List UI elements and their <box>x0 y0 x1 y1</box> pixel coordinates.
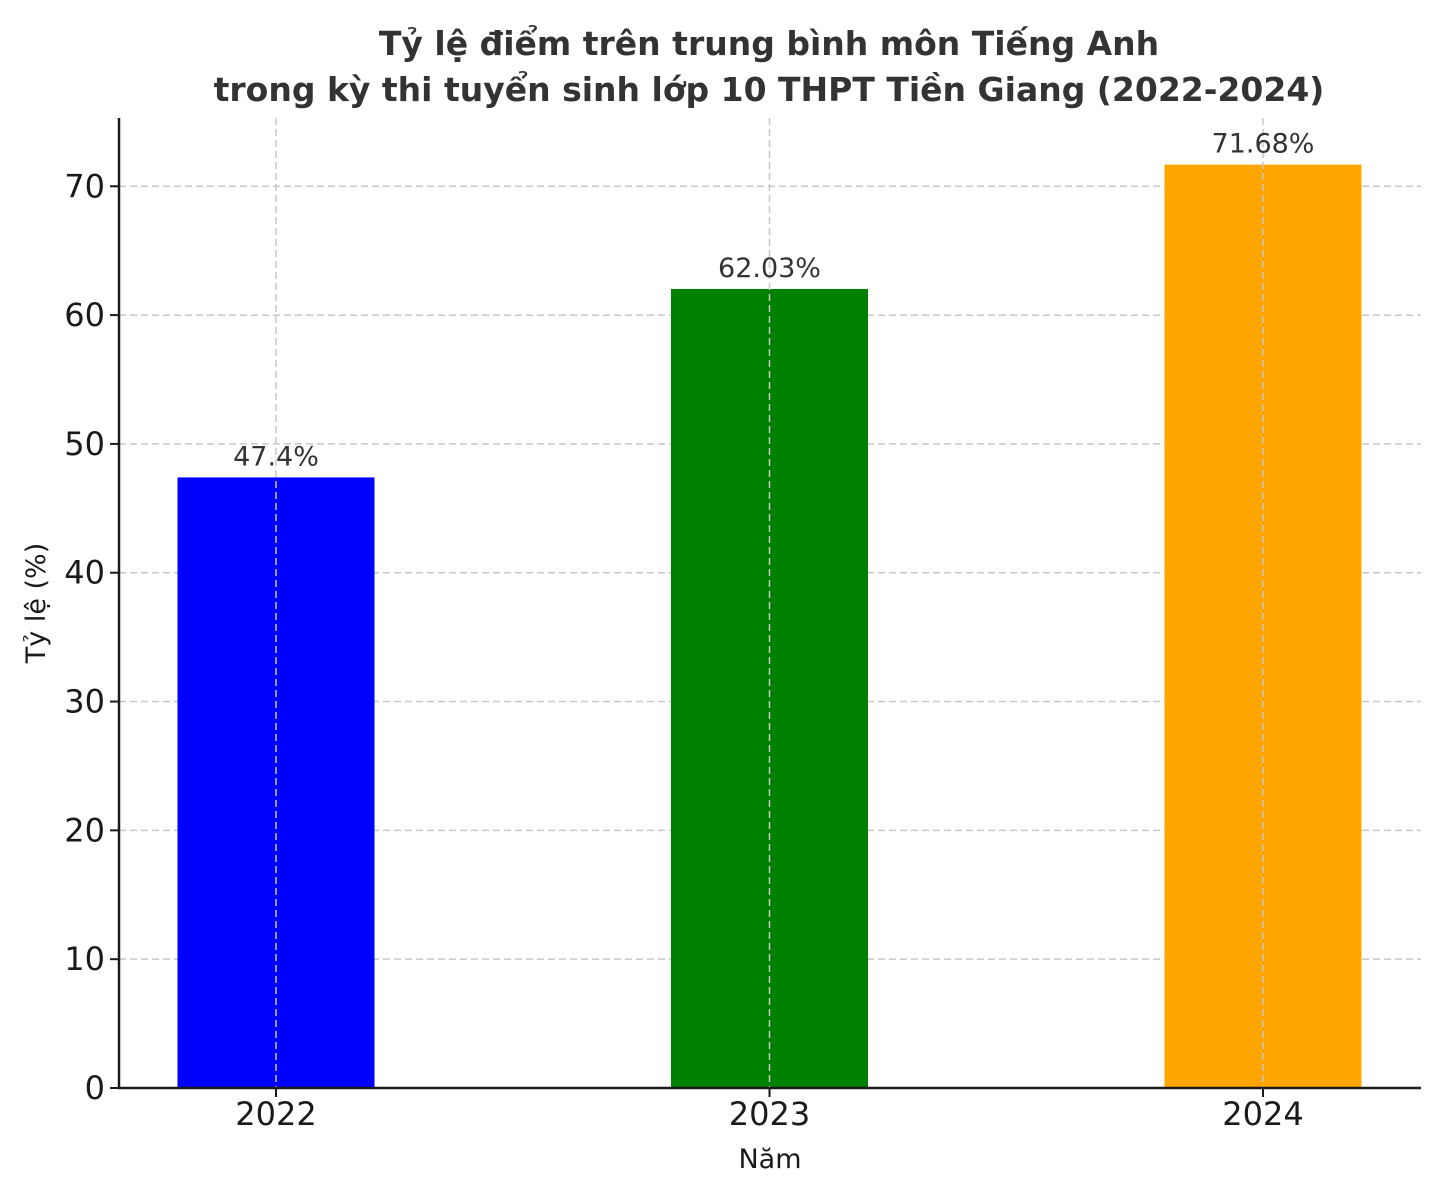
y-tick-label: 70 <box>64 167 105 205</box>
chart-title-line: Tỷ lệ điểm trên trung bình môn Tiếng Anh <box>379 23 1159 63</box>
x-tick-label: 2022 <box>235 1095 316 1133</box>
y-tick-label: 20 <box>64 811 105 849</box>
y-tick-label: 0 <box>85 1069 105 1107</box>
chart-title: Tỷ lệ điểm trên trung bình môn Tiếng Anh… <box>214 23 1325 109</box>
x-tick-label: 2024 <box>1222 1095 1303 1133</box>
data-labels-layer: 47.4% 62.03% 71.68% <box>233 118 1314 1088</box>
y-axis-label: Tỷ lệ (%) <box>21 543 52 664</box>
x-axis-label: Năm <box>738 1144 801 1175</box>
x-tick-label: 2023 <box>729 1095 810 1133</box>
chart-title-line: trong kỳ thi tuyển sinh lớp 10 THPT Tiền… <box>214 69 1325 109</box>
y-tick-label: 30 <box>64 683 105 721</box>
axes-layer: 0 10 20 30 40 50 60 70 2022 2023 2024 <box>64 118 1421 1133</box>
y-tick-label: 60 <box>64 296 105 334</box>
data-label-2022: 47.4% <box>233 441 319 472</box>
y-tick-label: 50 <box>64 425 105 463</box>
data-label-2024: 71.68% <box>1212 129 1315 160</box>
y-tick-label: 40 <box>64 554 105 592</box>
data-label-2023: 62.03% <box>718 253 821 284</box>
y-tick-label: 10 <box>64 940 105 978</box>
